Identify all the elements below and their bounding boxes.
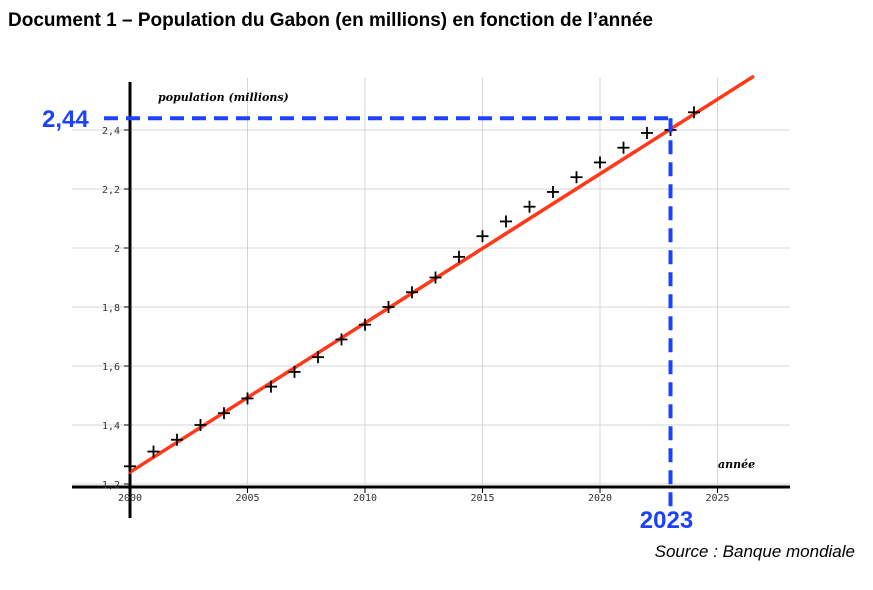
- data-point-marker: [171, 433, 183, 446]
- data-point-marker: [359, 318, 371, 331]
- data-point-marker: [523, 200, 536, 213]
- data-point-marker: [453, 250, 465, 263]
- data-point-marker: [570, 171, 583, 184]
- y-tick-label: 1,8: [102, 303, 120, 314]
- data-point-marker: [617, 141, 630, 154]
- x-tick-label: 2015: [470, 493, 494, 504]
- data-point-marker: [547, 185, 559, 198]
- data-point-marker: [688, 106, 700, 119]
- annotation-y-label: 2,44: [42, 106, 89, 133]
- data-point-marker: [429, 271, 442, 284]
- data-point-marker: [312, 351, 324, 364]
- data-point-marker: [382, 301, 395, 313]
- data-point-marker: [335, 333, 348, 346]
- data-point-marker: [641, 126, 653, 139]
- data-point-marker: [476, 230, 489, 243]
- data-point-marker: [500, 215, 512, 228]
- data-point-marker: [194, 419, 207, 431]
- y-tick-label: 2: [114, 244, 120, 255]
- y-tick-label: 1,4: [102, 421, 120, 432]
- x-tick-label: 2010: [353, 493, 377, 504]
- data-point-marker: [265, 380, 277, 393]
- x-tick-label: 2025: [705, 493, 729, 504]
- y-tick-label: 2,2: [102, 185, 120, 196]
- document-title: Document 1 – Population du Gabon (en mil…: [8, 10, 653, 31]
- source-note: Source : Banque mondiale: [654, 542, 855, 561]
- data-point-marker: [594, 156, 606, 169]
- annotation-x-label: 2023: [640, 507, 693, 534]
- y-tick-label: 1,6: [102, 362, 120, 373]
- x-axis-title: année: [718, 458, 755, 471]
- x-tick-label: 2005: [235, 493, 259, 504]
- y-axis-title: population (millions): [158, 91, 289, 104]
- data-point-marker: [124, 460, 136, 473]
- data-point-marker: [241, 392, 254, 405]
- trend-line: [128, 75, 755, 474]
- x-tick-label: 2000: [118, 493, 142, 504]
- y-tick-label: 1,2: [102, 480, 120, 491]
- data-point-marker: [218, 407, 230, 420]
- data-point-marker: [288, 365, 301, 378]
- y-tick-label: 2,4: [102, 126, 120, 137]
- data-point-marker: [147, 445, 160, 458]
- x-tick-label: 2020: [588, 493, 612, 504]
- data-point-marker: [406, 286, 418, 299]
